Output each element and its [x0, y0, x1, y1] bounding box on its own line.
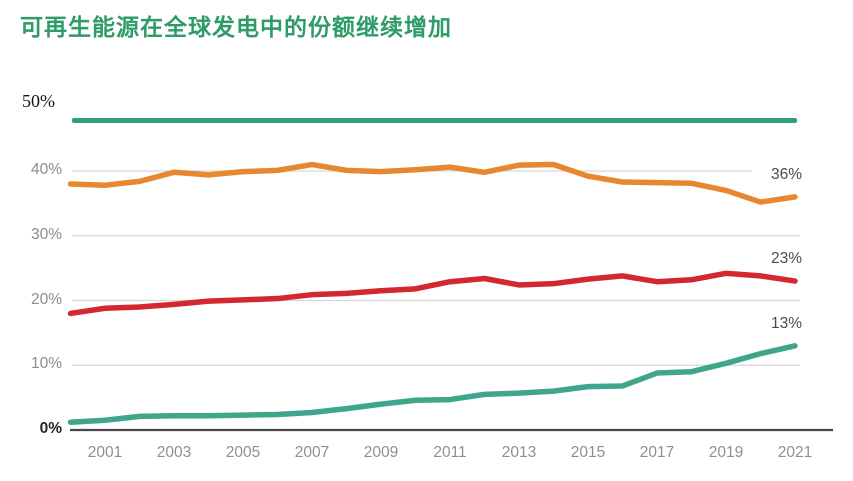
teal-line [67, 343, 798, 425]
y-axis-tick-40: 40% [30, 161, 62, 178]
x-axis-tick-2003: 2003 [156, 444, 192, 461]
x-axis-tick-2019: 2019 [708, 444, 744, 461]
orange-line [67, 161, 798, 205]
x-axis-tick-2009: 2009 [363, 444, 399, 461]
x-axis-tick-2005: 2005 [225, 444, 261, 461]
red-line [67, 270, 798, 317]
reference-line-50pct [72, 118, 797, 123]
x-axis-tick-2011: 2011 [433, 444, 467, 461]
x-axis-tick-2021: 2021 [777, 444, 813, 461]
red-line-end-label: 23% [770, 250, 802, 268]
x-axis-tick-2001: 2001 [87, 444, 123, 461]
x-axis-tick-2017: 2017 [639, 444, 675, 461]
x-axis-tick-2007: 2007 [294, 444, 330, 461]
y-axis-tick-10: 10% [30, 355, 62, 373]
y-axis-top-label: 50% [22, 91, 55, 111]
y-axis-tick-0: 0% [39, 420, 62, 437]
orange-line-end-label: 36% [770, 165, 802, 183]
teal-line-end-label: 13% [770, 314, 802, 332]
x-axis-tick-2013: 2013 [501, 444, 537, 461]
y-axis-tick-20: 20% [30, 290, 62, 308]
chart-title: 可再生能源在全球发电中的份额继续增加 [20, 14, 452, 40]
x-axis-tick-2015: 2015 [570, 444, 606, 461]
y-axis-tick-30: 30% [30, 225, 62, 243]
